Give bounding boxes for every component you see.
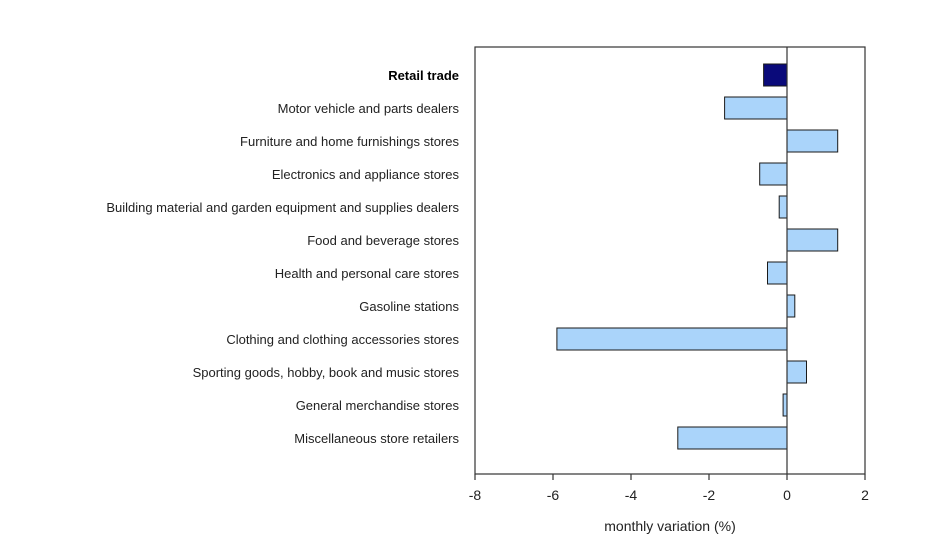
category-label-2: Furniture and home furnishings stores [240,134,459,149]
category-label-4: Building material and garden equipment a… [106,200,459,215]
category-label-3: Electronics and appliance stores [272,167,460,182]
bar-2 [786,129,839,153]
category-label-6: Health and personal care stores [275,266,460,281]
x-tick-label-3: -2 [703,487,716,503]
x-tick-label-0: -8 [469,487,482,503]
bar-6 [767,261,788,285]
bar-3 [759,162,788,186]
bar-1 [724,96,788,120]
category-label-11: Miscellaneous store retailers [294,431,459,446]
bar-7 [786,294,796,318]
bar-11 [677,426,788,450]
x-tick-label-2: -4 [625,487,638,503]
bars-layer [556,63,839,450]
category-label-10: General merchandise stores [296,398,460,413]
plot-frame [474,46,866,475]
category-label-9: Sporting goods, hobby, book and music st… [193,365,460,380]
bar-9 [786,360,807,384]
bar-8 [556,327,788,351]
bar-5 [786,228,839,252]
x-tick-label-1: -6 [547,487,560,503]
bar-4 [778,195,788,219]
category-label-1: Motor vehicle and parts dealers [278,101,460,116]
x-axis-ticks: -8 -6 -4 -2 0 2 [469,474,869,503]
x-tick-label-5: 2 [861,487,869,503]
x-axis-title: monthly variation (%) [604,518,736,534]
category-label-8: Clothing and clothing accessories stores [226,332,459,347]
category-labels: Retail trade Motor vehicle and parts deal… [106,68,459,446]
category-label-5: Food and beverage stores [307,233,459,248]
bar-0 [763,63,788,87]
category-label-7: Gasoline stations [359,299,459,314]
category-label-0: Retail trade [388,68,459,83]
x-tick-label-4: 0 [783,487,791,503]
